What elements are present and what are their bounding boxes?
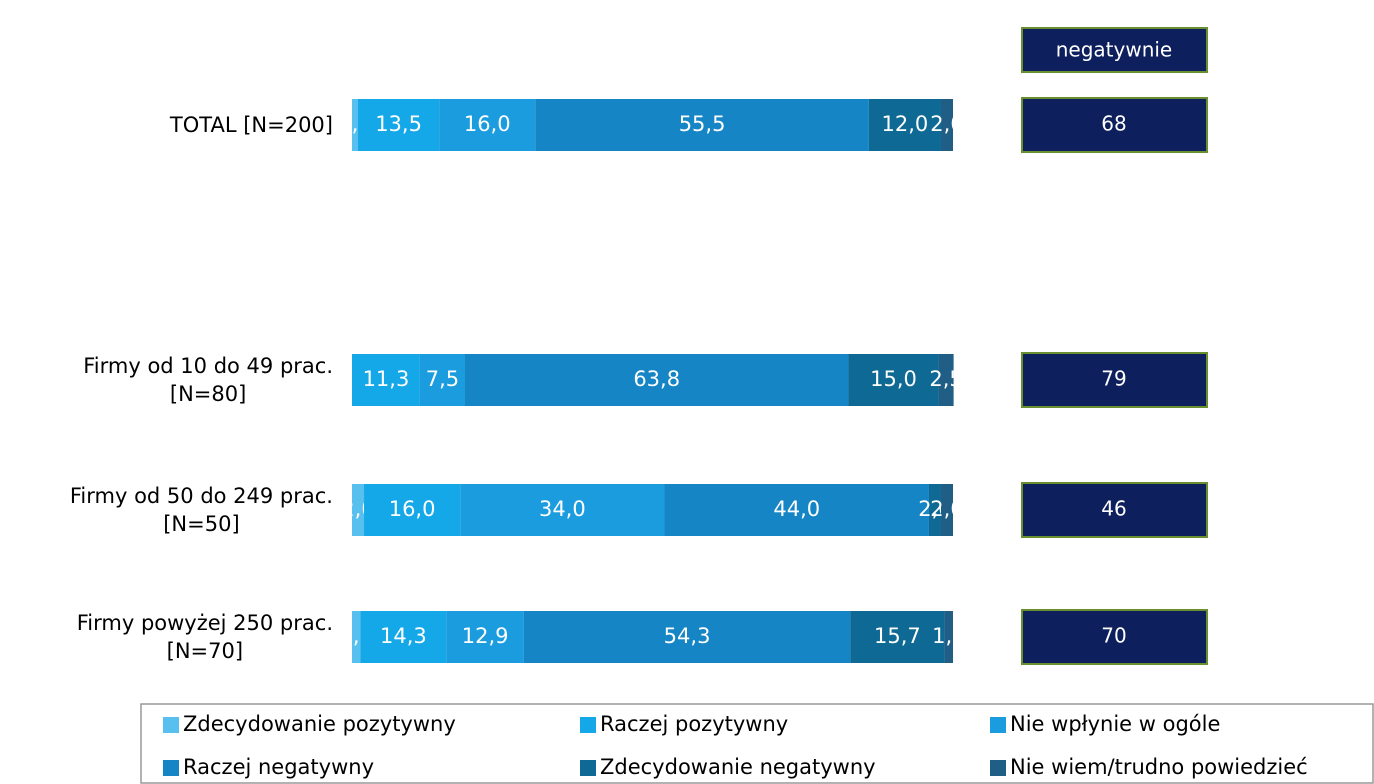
value-label: 1,4 <box>932 624 965 648</box>
legend-label: Raczej negatywny <box>183 755 374 779</box>
category-text: Firmy powyżej 250 prac. [N=70] <box>76 611 333 663</box>
value-label: 55,5 <box>679 112 726 136</box>
value-label: 15,0 <box>870 367 917 391</box>
category-label: Firmy od 50 do 249 prac. [N=50] <box>0 470 333 550</box>
bar-segment <box>938 354 954 406</box>
summary-value: 70 <box>1101 624 1126 648</box>
legend-swatch <box>163 760 179 776</box>
summary-value: 68 <box>1101 112 1126 136</box>
bar-segment <box>848 354 939 406</box>
bar-segment <box>419 354 465 406</box>
value-label: 2,5 <box>929 367 962 391</box>
bar-segment <box>464 354 849 406</box>
legend-swatch <box>580 717 596 733</box>
bar-segment <box>352 484 365 536</box>
value-label: 34,0 <box>539 497 586 521</box>
summary-box <box>1021 352 1208 408</box>
bar-segment <box>940 484 953 536</box>
bar-segment <box>944 611 953 663</box>
bar-segment <box>358 99 440 151</box>
value-label: 54,3 <box>664 624 711 648</box>
category-text: Firmy od 50 do 249 prac. [N=50] <box>69 484 333 536</box>
legend-swatch <box>163 717 179 733</box>
bar-segment <box>868 99 941 151</box>
legend-swatch <box>580 760 596 776</box>
bar-segment <box>352 611 361 663</box>
value-label: 12,9 <box>462 624 509 648</box>
summary-box <box>1021 609 1208 665</box>
legend-label: Raczej pozytywny <box>600 712 788 736</box>
value-label: 12,0 <box>882 112 929 136</box>
legend-box <box>140 703 1374 784</box>
summary-header-box <box>1021 27 1208 73</box>
bar-segment <box>523 611 851 663</box>
legend-swatch <box>990 760 1006 776</box>
legend-swatch <box>990 717 1006 733</box>
value-label: 44,0 <box>773 497 820 521</box>
legend-label: Nie wiem/trudno powiedzieć <box>1010 755 1308 779</box>
bar-segment <box>850 611 945 663</box>
summary-box <box>1021 97 1208 153</box>
bar-segment <box>439 99 536 151</box>
legend-label: Nie wpłynie w ogóle <box>1010 712 1220 736</box>
summary-box <box>1021 482 1208 538</box>
value-label: 2,0 <box>930 497 963 521</box>
value-label: 11,3 <box>363 367 410 391</box>
value-label: 16,0 <box>464 112 511 136</box>
value-label: 2,0 <box>930 112 963 136</box>
summary-header: negatywnie <box>1056 38 1173 62</box>
bar-segment <box>940 99 953 151</box>
bar-segment <box>928 484 941 536</box>
bar-segment <box>446 611 524 663</box>
bar-segment <box>460 484 665 536</box>
value-label: 63,8 <box>633 367 680 391</box>
category-label: TOTAL [N=200] <box>0 85 333 165</box>
legend-label: Zdecydowanie negatywny <box>600 755 876 779</box>
value-label: 13,5 <box>375 112 422 136</box>
category-text: TOTAL [N=200] <box>169 113 333 137</box>
legend-label: Zdecydowanie pozytywny <box>183 712 456 736</box>
value-label: 16,0 <box>389 497 436 521</box>
value-label: 7,5 <box>426 367 459 391</box>
category-label: Firmy powyżej 250 prac. [N=70] <box>0 597 333 677</box>
summary-value: 46 <box>1101 497 1126 521</box>
value-label: 15,7 <box>874 624 921 648</box>
summary-value: 79 <box>1101 367 1126 391</box>
bar-segment <box>360 611 447 663</box>
value-label: 14,3 <box>380 624 427 648</box>
bar-segment <box>352 99 359 151</box>
bar-segment <box>352 354 420 406</box>
category-label: Firmy od 10 do 49 prac. [N=80] <box>0 340 333 420</box>
bar-segment <box>364 484 461 536</box>
bar-segment <box>664 484 929 536</box>
bar-segment <box>535 99 869 151</box>
category-text: Firmy od 10 do 49 prac. [N=80] <box>83 354 333 406</box>
